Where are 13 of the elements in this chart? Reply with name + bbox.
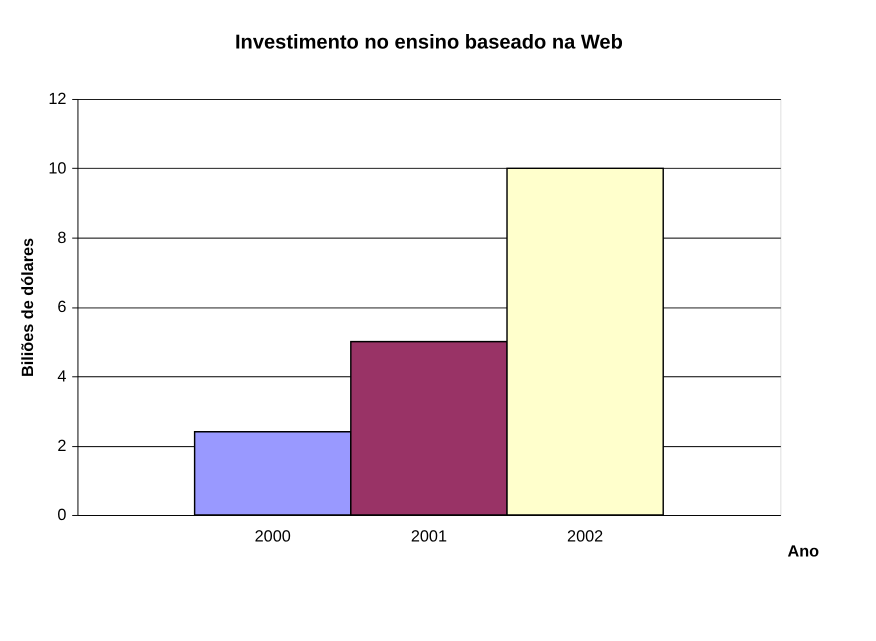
x-tick-label: 2000 <box>254 527 291 546</box>
y-axis-title: Biliões de dólares <box>19 238 38 377</box>
chart-title: Investimento no ensino baseado na Web <box>234 31 623 54</box>
y-tick-label: 2 <box>57 436 66 455</box>
x-tick-label: 2002 <box>567 527 604 546</box>
y-tick-label: 4 <box>57 368 66 386</box>
y-tick-label: 0 <box>57 506 66 524</box>
y-tick-label: 12 <box>48 90 66 108</box>
x-tick-label: 2001 <box>410 527 447 546</box>
y-tick-label: 6 <box>57 298 66 316</box>
y-tick-label: 10 <box>48 160 66 178</box>
x-axis-title: Ano <box>788 542 820 561</box>
y-tick-label: 8 <box>57 228 66 247</box>
